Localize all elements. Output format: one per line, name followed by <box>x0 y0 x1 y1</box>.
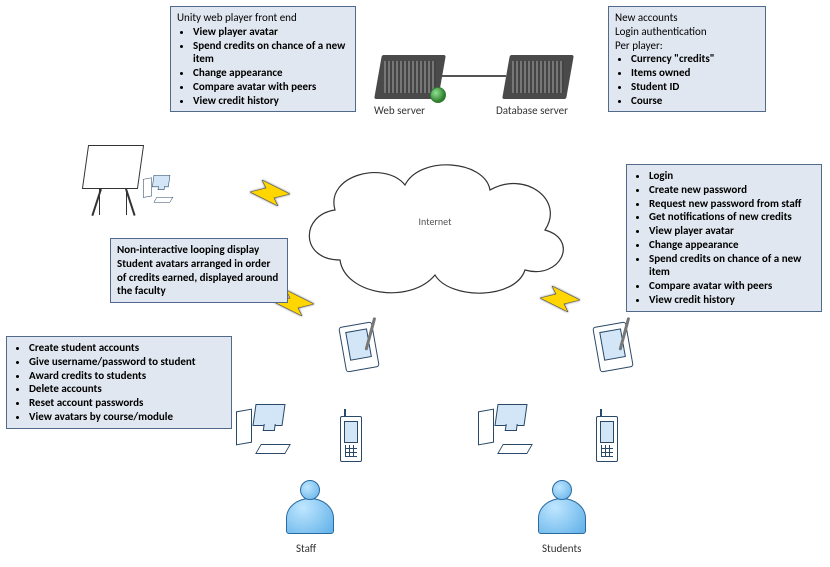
list-item: Course <box>631 94 759 108</box>
box-db: New accounts Login authentication Per pl… <box>608 6 766 112</box>
tablet-icon <box>338 321 379 372</box>
tablet-icon <box>592 321 633 372</box>
list-item: Create new password <box>649 183 815 197</box>
db-line: New accounts <box>615 11 759 25</box>
db-server-icon <box>506 55 570 99</box>
box-display: Non-interactive looping display Student … <box>110 238 288 303</box>
box-unity-list: View player avatar Spend credits on chan… <box>177 25 349 108</box>
bolt-icon <box>250 180 290 206</box>
list-item: View player avatar <box>193 25 349 39</box>
db-server-label: Database server <box>496 104 568 117</box>
server-link <box>442 75 506 77</box>
students-label: Students <box>542 542 581 555</box>
list-item: Delete accounts <box>29 382 225 396</box>
pc-icon <box>478 404 548 468</box>
list-item: Login <box>649 169 815 183</box>
list-item: Change appearance <box>649 238 815 252</box>
db-line: Login authentication <box>615 25 759 39</box>
list-item: Spend credits on chance of a new item <box>649 252 815 280</box>
list-item: View player avatar <box>649 224 815 238</box>
web-server-label: Web server <box>374 104 425 117</box>
list-item: Change appearance <box>193 66 349 80</box>
list-item: Currency "credits" <box>631 52 759 66</box>
box-db-list: Currency "credits" Items owned Student I… <box>615 52 759 107</box>
projector-icon <box>85 145 175 225</box>
list-item: Create student accounts <box>29 341 225 355</box>
list-item: Items owned <box>631 66 759 80</box>
list-item: Get notifications of new credits <box>649 210 815 224</box>
box-students-list: Login Create new password Request new pa… <box>633 169 815 307</box>
box-staff-list: Create student accounts Give username/pa… <box>13 341 225 424</box>
pc-icon <box>236 404 306 468</box>
box-unity-title: Unity web player front end <box>177 11 349 25</box>
bolt-icon <box>540 286 580 312</box>
list-item: View avatars by course/module <box>29 410 225 424</box>
list-item: View credit history <box>193 94 349 108</box>
cloud-label: Internet <box>290 215 580 228</box>
list-item: Reset account passwords <box>29 396 225 410</box>
phone-icon <box>340 416 362 462</box>
list-item: Award credits to students <box>29 369 225 383</box>
person-icon <box>534 480 590 536</box>
staff-label: Staff <box>296 542 316 555</box>
box-display-text: Non-interactive looping display Student … <box>117 243 278 297</box>
box-unity: Unity web player front end View player a… <box>170 6 356 112</box>
person-icon <box>282 480 338 536</box>
db-line: Per player: <box>615 39 759 53</box>
list-item: Spend credits on chance of a new item <box>193 39 349 67</box>
list-item: Compare avatar with peers <box>649 279 815 293</box>
cloud-internet: Internet <box>290 150 580 300</box>
phone-icon <box>596 416 618 462</box>
box-staff: Create student accounts Give username/pa… <box>6 336 232 429</box>
list-item: Compare avatar with peers <box>193 80 349 94</box>
web-server-icon <box>378 55 442 99</box>
list-item: View credit history <box>649 293 815 307</box>
box-students: Login Create new password Request new pa… <box>626 164 822 312</box>
list-item: Give username/password to student <box>29 355 225 369</box>
list-item: Request new password from staff <box>649 197 815 211</box>
list-item: Student ID <box>631 80 759 94</box>
